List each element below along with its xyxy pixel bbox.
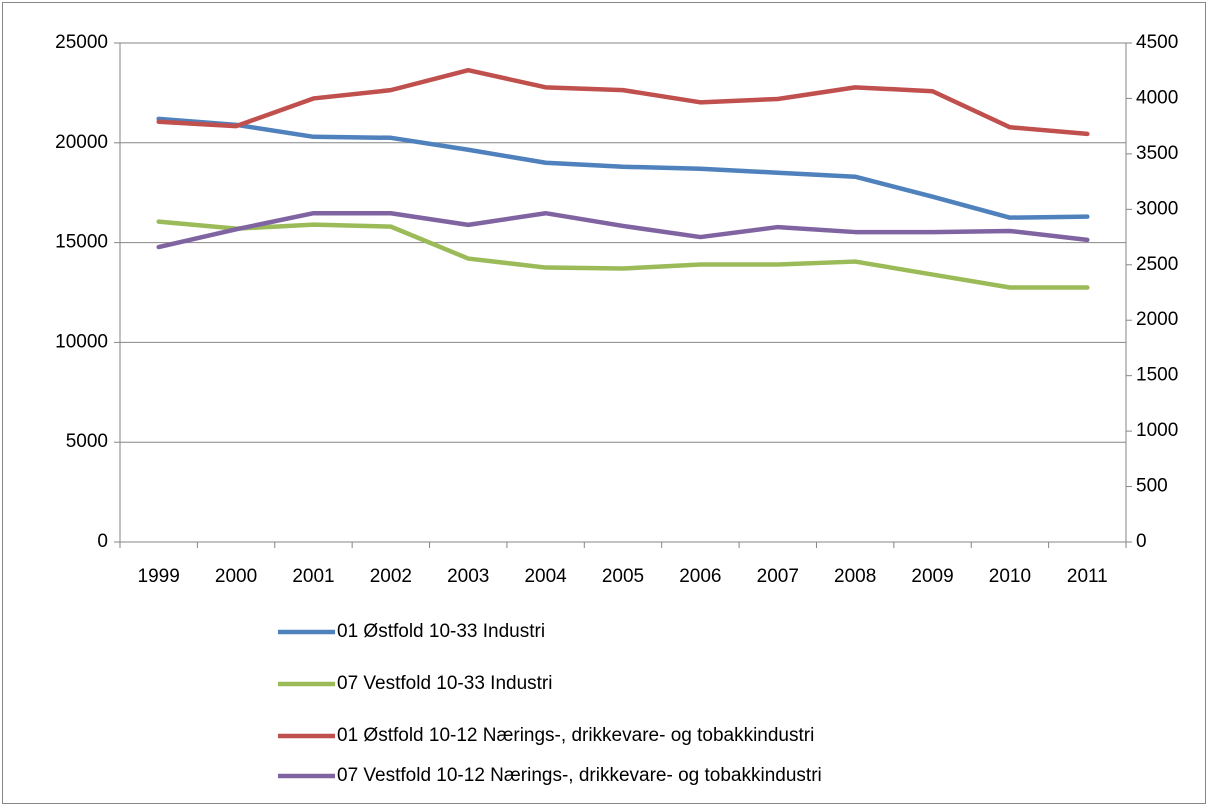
y2-tick-label: 0 [1136,531,1147,552]
x-tick-label: 2005 [602,566,644,587]
line-series [156,219,1090,290]
line-series [156,116,1090,220]
y2-tick-label: 500 [1136,476,1168,497]
line-series [156,210,1090,250]
x-tick-label: 2008 [834,566,876,587]
legend-label: 07 Vestfold 10-12 Nærings-, drikkevare- … [337,765,822,786]
legend-label: 01 Østfold 10-12 Nærings-, drikkevare- o… [337,725,814,746]
x-tick-label: 2009 [911,566,953,587]
x-tick-label: 2004 [524,566,567,587]
y2-tick-label: 3500 [1136,143,1178,164]
y-tick-label: 15000 [55,232,108,253]
y-tick-label: 5000 [66,431,108,452]
x-tick-label: 2002 [370,566,412,587]
y2-tick-label: 3000 [1136,198,1178,219]
y2-tick-label: 2500 [1136,254,1178,275]
x-tick-label: 2010 [989,566,1031,587]
y-tick-label: 0 [97,531,108,552]
x-tick-label: 2007 [757,566,799,587]
y2-tick-label: 2000 [1136,309,1178,330]
line-series [156,67,1090,137]
y2-tick-label: 1500 [1136,365,1178,386]
y2-tick-label: 4000 [1136,87,1178,108]
y-tick-label: 10000 [55,331,108,352]
x-tick-label: 2006 [679,566,721,587]
x-tick-label: 2000 [215,566,257,587]
x-tick-label: 2001 [292,566,334,587]
x-tick-label: 2003 [447,566,489,587]
legend-label: 07 Vestfold 10-33 Industri [337,673,552,694]
y-tick-label: 25000 [55,32,108,53]
legend-label: 01 Østfold 10-33 Industri [337,621,545,642]
x-tick-label: 1999 [138,566,180,587]
y2-tick-label: 1000 [1136,420,1178,441]
x-tick-label: 2011 [1067,566,1108,587]
y2-tick-label: 4500 [1136,32,1178,53]
y-tick-label: 20000 [55,132,108,153]
